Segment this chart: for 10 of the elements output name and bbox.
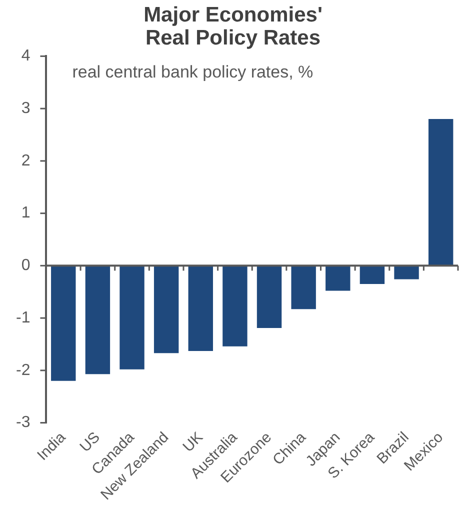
y-tick-label: 4 [21, 48, 30, 65]
y-tick-label: 1 [21, 204, 30, 222]
y-tick-label: -2 [16, 362, 30, 379]
y-tick-label: 3 [21, 100, 30, 117]
y-tick-label: -1 [16, 309, 30, 326]
y-tick-label: 0 [21, 257, 30, 274]
chart-title: Major Economies' Real Policy Rates [144, 3, 322, 50]
y-tick-label: -3 [16, 414, 30, 432]
y-tick-label: 2 [21, 152, 30, 170]
annotation: real central bank policy rates, % [72, 62, 314, 82]
